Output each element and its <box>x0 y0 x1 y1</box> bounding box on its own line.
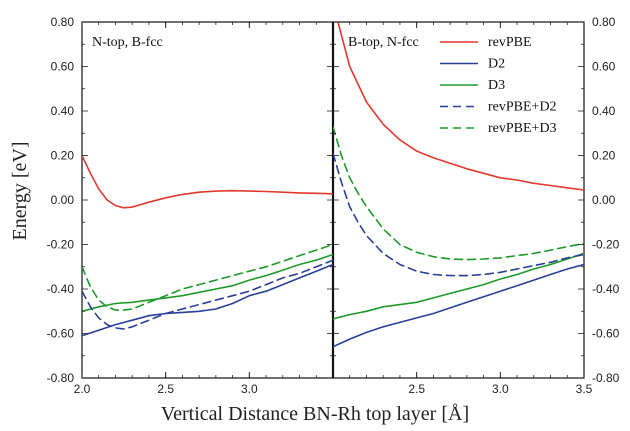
axis-ticks <box>81 21 585 379</box>
y-tick-label-left: -0.60 <box>47 327 75 341</box>
legend-label: revPBE+D3 <box>488 121 557 136</box>
panel-frame <box>81 21 334 379</box>
x-tick-label: 2.0 <box>74 382 91 396</box>
series-line-revpbe-d2 <box>333 152 584 277</box>
y-tick-label-right: -0.40 <box>592 282 620 296</box>
panel-left-label: N-top, B-fcc <box>92 35 163 50</box>
legend-label: revPBE+D2 <box>488 100 557 115</box>
y-tick-label-left: 0.60 <box>51 60 75 74</box>
series-line-revpbe-d3 <box>82 243 333 311</box>
x-tick-label: 2.5 <box>157 382 174 396</box>
x-tick-label: 3.0 <box>241 382 258 396</box>
x-tick-label: 3.5 <box>576 382 593 396</box>
legend: revPBE D2 D3 revPBE+D2 revPBE+D3 <box>440 35 557 136</box>
panel-frame <box>332 21 585 379</box>
y-tick-label-left: 0.00 <box>51 193 75 207</box>
y-tick-label-left: 0.80 <box>51 15 75 29</box>
y-tick-label-right: -0.60 <box>592 327 620 341</box>
y-tick-label-right: -0.20 <box>592 238 620 252</box>
series-line-d2 <box>82 263 333 337</box>
series-line-revpbe <box>337 22 584 191</box>
x-tick-label: 2.5 <box>408 382 425 396</box>
series-line-revpbe-d3 <box>333 125 584 261</box>
series-line-d3 <box>82 253 333 313</box>
y-tick-label-right: 0.20 <box>592 149 616 163</box>
panel-0-series <box>82 154 333 337</box>
y-tick-label-right: 0.80 <box>592 15 616 29</box>
y-tick-label-right: -0.80 <box>592 371 620 385</box>
y-tick-label-right: 0.60 <box>592 60 616 74</box>
series-line-d3 <box>333 252 584 320</box>
y-tick-label-left: 0.20 <box>51 149 75 163</box>
y-tick-label-right: 0.00 <box>592 193 616 207</box>
series-lines <box>82 22 584 348</box>
legend-label: revPBE <box>488 35 532 50</box>
y-tick-label-left: -0.20 <box>47 238 75 252</box>
panel-1-series <box>333 22 584 348</box>
x-tick-label: 3.0 <box>492 382 509 396</box>
y-tick-label-right: 0.40 <box>592 104 616 118</box>
x-axis-title: Vertical Distance BN-Rh top layer [Å] <box>161 403 469 425</box>
y-tick-label-left: -0.80 <box>47 371 75 385</box>
series-line-revpbe <box>82 154 333 209</box>
tick-labels: 2.0 2.5 3.0 2.5 3.0 3.5 0.80 0.60 0.40 0.20 0.00 -0… <box>47 15 620 396</box>
panel-right-label: B-top, N-fcc <box>348 35 419 50</box>
legend-label: D3 <box>488 78 505 93</box>
legend-label: D2 <box>488 57 505 72</box>
y-tick-label-left: -0.40 <box>47 282 75 296</box>
series-line-d2 <box>333 263 584 348</box>
y-tick-label-left: 0.40 <box>51 104 75 118</box>
y-axis-title: Energy [eV] <box>9 141 31 240</box>
series-line-revpbe-d2 <box>82 259 333 330</box>
